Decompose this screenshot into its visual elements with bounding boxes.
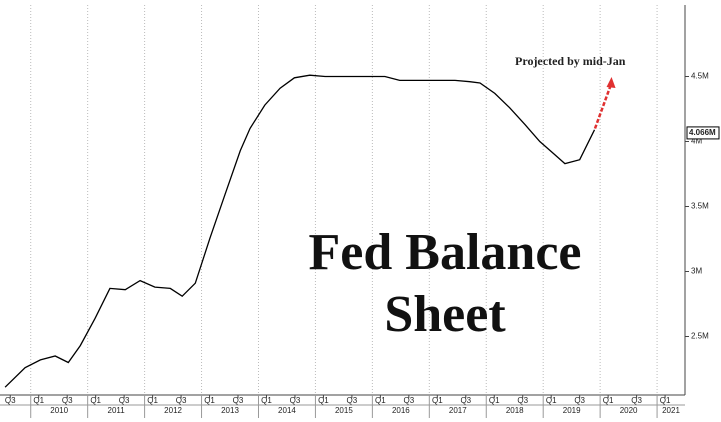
year-label: 2020 <box>620 406 638 415</box>
year-label: 2016 <box>392 406 410 415</box>
last-value-box <box>686 126 720 140</box>
y-tick-label: 2.5M <box>691 332 709 341</box>
year-label: 2011 <box>108 406 126 415</box>
x-tick-label: Q1 <box>432 396 443 405</box>
annotation: Projected by mid-Jan <box>515 54 626 68</box>
year-label: 2018 <box>506 406 524 415</box>
y-tick-label: 4.5M <box>691 72 709 81</box>
year-label: 2019 <box>563 406 581 415</box>
x-tick-label: Q3 <box>119 396 130 405</box>
year-label: 2012 <box>164 406 182 415</box>
x-tick-label: Q3 <box>517 396 528 405</box>
year-label: 2021 <box>662 406 680 415</box>
y-tick-label: 3M <box>691 267 702 276</box>
x-tick-label: Q3 <box>176 396 187 405</box>
x-tick-label: Q1 <box>375 396 386 405</box>
x-tick-label: Q3 <box>574 396 585 405</box>
x-tick-label: Q1 <box>603 396 614 405</box>
x-tick-label: Q3 <box>290 396 301 405</box>
x-tick-label: Q3 <box>460 396 471 405</box>
year-label: 2013 <box>221 406 239 415</box>
year-label: 2010 <box>50 406 68 415</box>
x-tick-label: Q1 <box>261 396 272 405</box>
x-tick-label: Q1 <box>204 396 215 405</box>
x-tick-label: Q1 <box>147 396 158 405</box>
x-tick-label: Q1 <box>318 396 329 405</box>
x-tick-label: Q1 <box>660 396 671 405</box>
last-value-label: 4.066M <box>689 128 716 137</box>
x-tick-label: Q1 <box>489 396 500 405</box>
x-tick-label: Q3 <box>5 396 16 405</box>
series-line <box>593 82 613 129</box>
x-tick-label: Q3 <box>404 396 415 405</box>
year-label: 2017 <box>449 406 467 415</box>
x-tick-label: Q1 <box>546 396 557 405</box>
x-tick-label: Q3 <box>233 396 244 405</box>
y-tick-label: 3.5M <box>691 202 709 211</box>
year-label: 2014 <box>278 406 296 415</box>
year-label: 2015 <box>335 406 353 415</box>
chart-title: Fed Balance Sheet <box>308 224 582 343</box>
x-tick-label: Q1 <box>33 396 44 405</box>
x-tick-label: Q3 <box>62 396 73 405</box>
x-tick-label: Q3 <box>631 396 642 405</box>
series-line <box>4 74 596 388</box>
arrow-head <box>606 77 616 88</box>
y-tick-label: 4M <box>691 137 702 146</box>
x-tick-label: Q3 <box>347 396 358 405</box>
x-tick-label: Q1 <box>90 396 101 405</box>
